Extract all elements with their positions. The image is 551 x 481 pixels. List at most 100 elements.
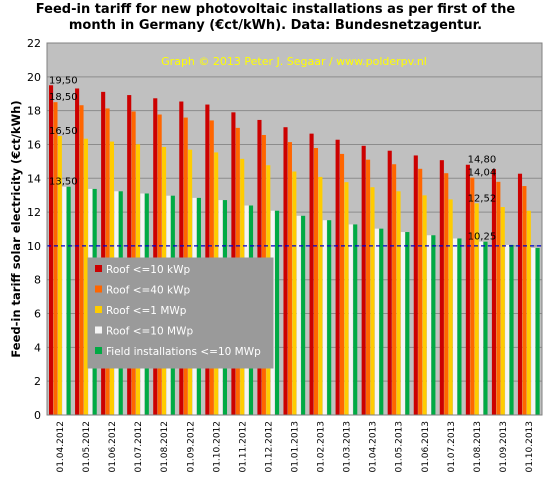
bar-roof-1-mwp <box>422 195 427 415</box>
bar-roof-10-mwp <box>531 247 536 415</box>
bar-roof-10-kwp <box>49 85 54 416</box>
bar-roof-10-kwp <box>361 145 366 415</box>
x-tick-label: 01.05.2013 <box>395 421 405 473</box>
bar-roof-40-kwp <box>496 181 501 415</box>
legend-label: Roof <=40 kWp <box>106 285 190 297</box>
bar-field-installations-10-mwp <box>353 224 358 415</box>
x-tick-label: 01.02.2013 <box>317 421 327 473</box>
bar-field-installations-10-mwp <box>509 244 514 415</box>
bar-roof-40-kwp <box>53 102 58 416</box>
bar-roof-10-kwp <box>439 160 444 415</box>
bar-roof-10-mwp <box>479 241 484 415</box>
plot-frame <box>46 42 543 416</box>
y-tick-label: 6 <box>34 308 41 321</box>
y-tick-label: 16 <box>27 138 41 151</box>
x-axis-ticks: 01.04.2012 01.05.2012 01.06.2012 01.07.2012… <box>56 421 535 473</box>
data-label: 19,50 <box>49 75 78 86</box>
x-tick-label: 01.06.2013 <box>421 421 431 473</box>
x-tick-label: 01.07.2013 <box>447 421 457 473</box>
y-axis-ticks: 0 2 4 6 8 10 12 14 16 18 20 22 <box>27 37 41 422</box>
x-tick-label: 01.04.2012 <box>56 421 66 473</box>
x-tick-label: 01.12.2012 <box>264 421 274 473</box>
x-tick-label: 01.08.2013 <box>473 421 483 473</box>
bar-roof-1-mwp <box>318 176 323 415</box>
y-tick-label: 20 <box>27 71 41 84</box>
legend-swatch <box>95 306 102 313</box>
data-label: 13,50 <box>49 177 78 188</box>
bar-roof-1-mwp <box>448 199 453 415</box>
data-label: 10,25 <box>468 232 497 243</box>
legend: Roof <=10 kWp Roof <=40 kWp Roof <=1 MWp Ro… <box>87 257 274 369</box>
data-label: 14,04 <box>468 168 497 179</box>
x-tick-label: 01.06.2012 <box>108 421 118 473</box>
bar-roof-40-kwp <box>444 173 449 415</box>
bar-roof-40-kwp <box>313 148 319 415</box>
bar-roof-10-mwp <box>426 235 432 415</box>
x-tick-label: 01.04.2013 <box>369 421 379 473</box>
x-tick-label: 01.01.2013 <box>291 421 301 473</box>
bar-roof-10-kwp <box>387 150 392 415</box>
x-tick-label: 01.05.2012 <box>82 421 92 473</box>
bar-roof-40-kwp <box>522 186 527 415</box>
bar-roof-10-kwp <box>101 91 106 416</box>
x-tick-label: 01.08.2012 <box>160 421 170 473</box>
chart-title: Feed-in tariff for new photovoltaic inst… <box>0 2 551 34</box>
bar-roof-1-mwp <box>370 187 375 415</box>
y-tick-label: 10 <box>27 240 41 253</box>
bar-roof-40-kwp <box>366 159 371 415</box>
x-tick-label: 01.09.2012 <box>186 421 196 473</box>
legend-label: Roof <=10 MWp <box>106 326 193 338</box>
y-axis-label: Feed-in tariff solar electricity (€ct/kW… <box>9 100 23 357</box>
annotations: 19,50 18,50 16,50 13,50 14,80 14,04 12,52 10,25 <box>49 75 496 242</box>
chart-credit: Graph © 2013 Peter J. Segaar / www.polde… <box>161 55 427 68</box>
bar-field-installations-10-mwp <box>405 232 410 415</box>
bar-roof-1-mwp <box>396 191 401 415</box>
bar-roof-10-kwp <box>413 155 418 415</box>
bar-field-installations-10-mwp <box>457 238 462 415</box>
bar-field-installations-10-mwp <box>66 186 71 415</box>
bar-roof-10-kwp <box>309 133 314 415</box>
bar-roof-10-mwp <box>296 215 301 415</box>
bar-roof-40-kwp <box>470 177 475 415</box>
bar-roof-40-kwp <box>392 164 397 415</box>
bar-roof-10-mwp <box>322 220 327 415</box>
y-tick-label: 2 <box>34 375 41 388</box>
bar-roof-40-kwp <box>418 168 423 415</box>
y-tick-label: 0 <box>34 409 41 422</box>
bar-roof-10-kwp <box>75 88 80 416</box>
bar-field-installations-10-mwp <box>301 215 306 415</box>
bar-field-installations-10-mwp <box>431 235 436 415</box>
y-tick-label: 12 <box>27 206 41 219</box>
bar-roof-1-mwp <box>83 138 88 415</box>
x-tick-label: 01.03.2013 <box>343 421 353 473</box>
bar-roof-10-mwp <box>400 232 405 415</box>
bar-roof-40-kwp <box>339 153 345 416</box>
bar-roof-1-mwp <box>57 136 62 415</box>
bar-field-installations-10-mwp <box>483 241 488 415</box>
legend-label: Field installations <=10 MWp <box>106 346 261 358</box>
bar-roof-10-kwp <box>127 95 132 415</box>
bar-roof-10-kwp <box>153 98 158 415</box>
legend-swatch <box>95 326 102 334</box>
bar-field-installations-10-mwp <box>379 228 384 415</box>
bar-field-installations-10-mwp <box>275 210 280 415</box>
legend-label: Roof <=10 kWp <box>106 264 190 276</box>
bar-roof-40-kwp <box>287 142 292 415</box>
y-tick-label: 4 <box>34 341 41 354</box>
bar-roof-1-mwp <box>500 207 505 415</box>
y-tick-label: 14 <box>27 172 41 185</box>
bar-roof-10-mwp <box>505 244 510 415</box>
legend-swatch <box>95 347 102 354</box>
x-tick-label: 01.10.2012 <box>212 421 222 473</box>
legend-label: Roof <=1 MWp <box>106 305 187 317</box>
data-label: 18,50 <box>49 92 78 103</box>
x-tick-label: 01.10.2013 <box>525 421 535 473</box>
bar-roof-10-kwp <box>335 139 340 415</box>
bar-roof-10-mwp <box>452 238 458 415</box>
bar-roof-1-mwp <box>292 171 297 415</box>
bar-roof-1-mwp <box>344 182 349 415</box>
bar-roof-10-kwp <box>517 173 523 415</box>
bar-roof-10-mwp <box>62 186 67 415</box>
data-label: 12,52 <box>468 193 497 204</box>
